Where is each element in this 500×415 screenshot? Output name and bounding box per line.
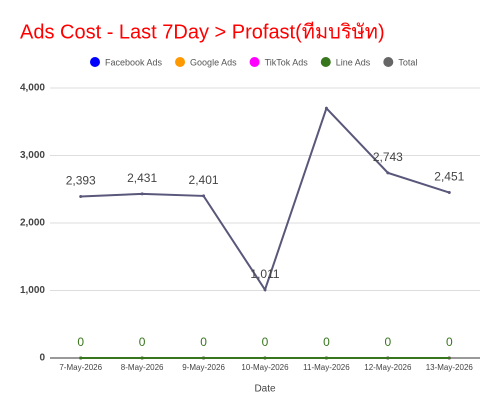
data-label: 1,011 — [250, 267, 279, 281]
point — [447, 356, 451, 360]
point — [140, 356, 144, 360]
point — [324, 356, 328, 360]
legend-label: Total — [398, 57, 417, 67]
data-label: 0 — [323, 335, 330, 349]
point — [79, 194, 83, 198]
data-label: 0 — [446, 335, 453, 349]
legend-marker — [249, 57, 260, 67]
legend-marker — [175, 57, 186, 67]
y-tick-label: 2,000 — [20, 218, 45, 229]
point — [386, 171, 390, 175]
point — [79, 356, 83, 360]
point — [202, 194, 206, 198]
data-label: 0 — [262, 335, 269, 349]
point — [263, 288, 267, 292]
x-tick-label: 10-May-2026 — [241, 363, 289, 372]
y-tick-label: 0 — [39, 353, 45, 364]
point — [324, 106, 328, 110]
x-tick-label: 9-May-2026 — [182, 363, 225, 372]
data-label: 0 — [77, 335, 84, 349]
point — [447, 191, 451, 195]
data-label: 2,393 — [66, 174, 96, 188]
x-axis-title: Date — [254, 384, 276, 395]
point — [140, 192, 144, 196]
chart-title: Ads Cost - Last 7Day > Profast(ทีมบริษัท… — [20, 21, 385, 43]
point — [202, 356, 206, 360]
x-tick-label: 11-May-2026 — [303, 363, 350, 372]
data-label: 2,743 — [373, 150, 403, 164]
legend-marker — [90, 57, 100, 67]
x-tick-label: 12-May-2026 — [364, 363, 412, 372]
data-label: 2,401 — [189, 173, 219, 187]
series-line — [80, 106, 450, 293]
data-label: 2,451 — [434, 170, 464, 184]
legend-label: Line Ads — [336, 57, 371, 67]
point — [263, 356, 267, 360]
data-label: 0 — [200, 335, 207, 349]
legend-label: Google Ads — [190, 57, 237, 67]
x-tick-label: 13-May-2026 — [426, 363, 474, 372]
legend-label: TikTok Ads — [265, 57, 309, 67]
data-label: 0 — [139, 335, 146, 349]
y-tick-label: 1,000 — [20, 285, 45, 296]
y-tick-label: 3,000 — [20, 150, 45, 161]
data-label: 2,431 — [127, 171, 157, 185]
x-tick-label: 7-May-2026 — [59, 363, 102, 372]
legend-label: Facebook Ads — [105, 57, 163, 67]
legend-marker — [320, 57, 331, 67]
y-tick-label: 4,000 — [20, 83, 45, 94]
point — [386, 356, 390, 360]
x-tick-label: 8-May-2026 — [121, 363, 164, 372]
data-label: 0 — [385, 335, 392, 349]
legend-marker — [383, 57, 394, 67]
